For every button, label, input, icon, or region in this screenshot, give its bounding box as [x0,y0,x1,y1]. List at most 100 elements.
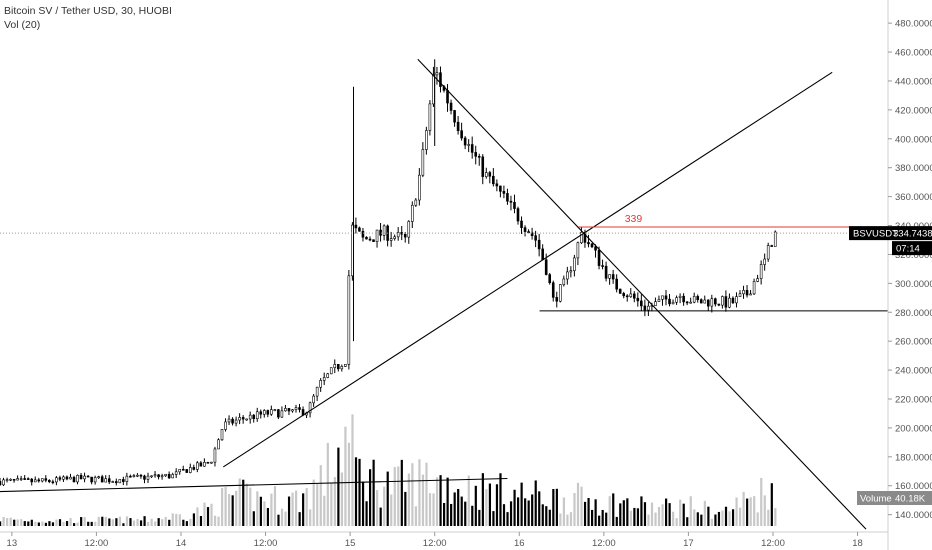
volume-bar [397,466,400,526]
volume-bar [330,482,333,526]
volume-bar [9,517,12,526]
volume-bar [689,496,692,526]
volume-bar [598,515,601,526]
price-tick-label: 300.0000 [895,279,932,290]
volume-bar [379,507,382,526]
volume-bar [742,491,745,526]
volume-bar [591,509,594,526]
volume-bar [168,519,171,526]
time-axis[interactable]: 13 12:00 14 12:00 15 12:00 16 12:00 17 12:00 18 [0,531,888,549]
volume-bar [552,489,555,526]
candle-body [428,103,432,131]
volume-bar [555,488,558,526]
price-axis[interactable]: 140.0000 160.0000 180.0000 200.0000 220.0000… [887,0,932,550]
price-tick-label: 240.0000 [895,366,932,377]
volume-bar [175,513,178,526]
candle-body [703,299,707,304]
volume-bar [626,498,629,526]
volume-bar [171,513,174,526]
price-tick-label: 400.0000 [895,134,932,145]
time-tick-label: 13 [7,538,18,549]
candle-body [326,373,330,378]
candle-body [608,274,611,279]
volume-tag-box [857,491,932,505]
price-tick-label: 280.0000 [895,308,932,319]
candle-body [354,224,358,229]
candle-body [48,479,51,483]
candle-body [157,474,160,478]
candle-body [234,419,238,424]
candle-body [51,481,55,484]
candle-body [647,305,650,311]
price-tick-label: 160.0000 [895,481,932,492]
candle-body [294,407,298,410]
candle-body [55,477,58,483]
candle-body [245,418,248,421]
volume-bar [111,519,114,526]
volume-bar [213,515,217,526]
candle-body [393,236,396,239]
volume-bar [69,518,72,526]
candle-body [724,296,728,308]
candle-body [671,301,675,305]
volume-bar [76,522,79,526]
volume-bar [608,496,611,526]
candle-body [773,231,777,247]
candle-body [273,409,277,411]
volume-bar [524,498,527,526]
volume-bars [0,414,777,526]
volume-bar [263,501,266,526]
volume-bar [576,482,580,526]
volume-bar [559,513,562,526]
candle-body [65,476,69,480]
candle-body [710,298,714,307]
candle-body [477,156,481,158]
volume-bar [492,511,495,526]
volume-bar [132,520,136,526]
volume-bar [760,477,763,526]
volume-bar [90,521,93,526]
volume-bar [654,512,657,526]
volume-bar [471,505,474,526]
candle-body [594,246,597,251]
candle-body [717,303,721,306]
volume-bar [485,489,488,526]
candle-body [721,296,724,306]
candle-body [107,478,111,483]
volume-bar [115,518,118,526]
volume-bar [295,490,298,526]
candle-body [118,479,122,484]
candle-body [555,297,559,302]
price-tag-value: 334.7438 [893,229,932,240]
candle-body [241,417,245,420]
candle-body [685,301,689,304]
candle-body [661,295,664,300]
candle-body [389,238,393,241]
volume-bar [0,521,2,526]
candle-body [643,305,647,311]
candle-body [622,293,626,297]
candle-body [284,408,287,412]
volume-bar [87,521,90,526]
candle-body [125,475,129,482]
candle-body [618,288,622,294]
symbol-title[interactable]: Bitcoin SV / Tether USD, 30, HUOBI [4,5,172,17]
volume-bar [411,463,414,526]
volume-indicator-title[interactable]: Vol (20) [4,19,41,31]
volume-bar [196,507,199,526]
volume-bar [573,493,576,526]
volume-bar [270,493,273,526]
candle-body [83,475,86,480]
volume-bar [217,516,220,526]
candle-body [527,231,530,234]
candle-body [625,295,629,298]
candle-body [361,230,365,238]
candle-body [499,185,502,192]
volume-bar [478,509,481,526]
candle-body [615,278,618,290]
volume-bar [2,516,5,526]
volume-bar [266,508,270,526]
candle-body [566,271,569,280]
candle-body [312,395,315,404]
